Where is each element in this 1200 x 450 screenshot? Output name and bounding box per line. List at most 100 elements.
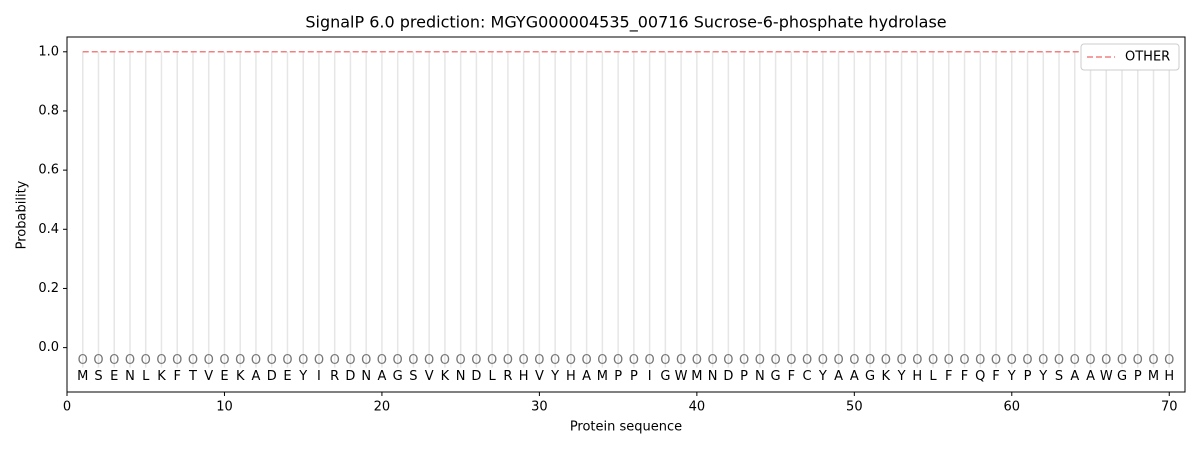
- residue-label: A: [1070, 369, 1079, 384]
- residue-label: G: [865, 369, 875, 384]
- prediction-label: O: [833, 353, 843, 368]
- residue-label: T: [188, 369, 197, 384]
- residue-label: G: [660, 369, 670, 384]
- residue-label: F: [945, 369, 952, 384]
- prediction-label: O: [408, 353, 418, 368]
- residue-label: V: [425, 369, 434, 384]
- y-tick-label: 0.2: [38, 281, 59, 296]
- prediction-label: O: [204, 353, 214, 368]
- residue-label: V: [535, 369, 544, 384]
- y-tick-label: 0.6: [38, 163, 59, 178]
- chart-title: SignalP 6.0 prediction: MGYG000004535_00…: [305, 13, 946, 33]
- prediction-label: O: [377, 353, 387, 368]
- residue-label: A: [850, 369, 859, 384]
- residue-label: F: [992, 369, 999, 384]
- prediction-label: O: [629, 353, 639, 368]
- prediction-label: O: [912, 353, 922, 368]
- prediction-label: O: [503, 353, 513, 368]
- residue-label: F: [961, 369, 968, 384]
- residue-label: N: [125, 369, 135, 384]
- residue-label: D: [471, 369, 481, 384]
- prediction-label: O: [519, 353, 529, 368]
- prediction-label: O: [550, 353, 560, 368]
- prediction-label: O: [1022, 353, 1032, 368]
- legend-box: [1080, 43, 1180, 71]
- residue-label: G: [1117, 369, 1127, 384]
- residue-label: L: [929, 369, 937, 384]
- x-tick-label: 10: [216, 400, 233, 415]
- prediction-label: O: [78, 353, 88, 368]
- prediction-label: O: [975, 353, 985, 368]
- prediction-label: O: [1148, 353, 1158, 368]
- prediction-label: O: [235, 353, 245, 368]
- residue-label: C: [803, 369, 812, 384]
- prediction-label: O: [456, 353, 466, 368]
- residue-label: Q: [975, 369, 985, 384]
- residue-label: A: [377, 369, 386, 384]
- residue-label: D: [723, 369, 733, 384]
- prediction-label: O: [141, 353, 151, 368]
- x-tick-label: 70: [1161, 400, 1178, 415]
- prediction-label: O: [1054, 353, 1064, 368]
- residue-label: E: [220, 369, 228, 384]
- prediction-label: O: [1101, 353, 1111, 368]
- residue-label: N: [755, 369, 765, 384]
- prediction-label: O: [755, 353, 765, 368]
- residue-label: L: [489, 369, 497, 384]
- y-tick-label: 0.8: [38, 103, 59, 118]
- prediction-label: O: [723, 353, 733, 368]
- prediction-label: O: [282, 353, 292, 368]
- prediction-label: O: [676, 353, 686, 368]
- residue-label: Y: [897, 369, 906, 384]
- x-axis-label: Protein sequence: [570, 420, 682, 435]
- prediction-label: O: [786, 353, 796, 368]
- plot-frame: [66, 36, 1186, 393]
- prediction-label: O: [393, 353, 403, 368]
- residue-label: M: [691, 369, 702, 384]
- prediction-label: O: [802, 353, 812, 368]
- residue-label: P: [1024, 369, 1032, 384]
- prediction-label: O: [1038, 353, 1048, 368]
- y-tick-label: 0.0: [38, 340, 59, 355]
- y-tick-label: 1.0: [38, 44, 59, 59]
- residue-label: S: [94, 369, 102, 384]
- residue-label: A: [834, 369, 843, 384]
- residue-label: Y: [818, 369, 827, 384]
- residue-label: E: [283, 369, 291, 384]
- prediction-label: O: [566, 353, 576, 368]
- residue-label: H: [1164, 369, 1174, 384]
- prediction-label: O: [865, 353, 875, 368]
- prediction-label: O: [1007, 353, 1017, 368]
- prediction-label: O: [1164, 353, 1174, 368]
- prediction-label: O: [424, 353, 434, 368]
- y-tick-label: 0.4: [38, 222, 59, 237]
- legend-label: OTHER: [1125, 50, 1170, 65]
- prediction-label: O: [314, 353, 324, 368]
- residue-label: G: [393, 369, 403, 384]
- prediction-label: O: [361, 353, 371, 368]
- residue-label: N: [708, 369, 718, 384]
- prediction-label: O: [1117, 353, 1127, 368]
- prediction-label: O: [109, 353, 119, 368]
- residue-label: A: [252, 369, 261, 384]
- residue-label: D: [267, 369, 277, 384]
- prediction-label: O: [818, 353, 828, 368]
- prediction-label: O: [707, 353, 717, 368]
- residue-label: N: [456, 369, 466, 384]
- x-tick-label: 0: [63, 400, 71, 415]
- y-axis-label: Probability: [15, 180, 30, 249]
- residue-label: P: [614, 369, 622, 384]
- prediction-label: O: [487, 353, 497, 368]
- residue-label: Y: [298, 369, 307, 384]
- residue-label: K: [157, 369, 166, 384]
- residue-label: G: [771, 369, 781, 384]
- prediction-label: O: [267, 353, 277, 368]
- prediction-label: O: [597, 353, 607, 368]
- residue-label: H: [912, 369, 922, 384]
- residue-label: R: [503, 369, 512, 384]
- prediction-label: O: [345, 353, 355, 368]
- residue-label: V: [204, 369, 213, 384]
- residue-label: Y: [550, 369, 559, 384]
- residue-label: Y: [1007, 369, 1016, 384]
